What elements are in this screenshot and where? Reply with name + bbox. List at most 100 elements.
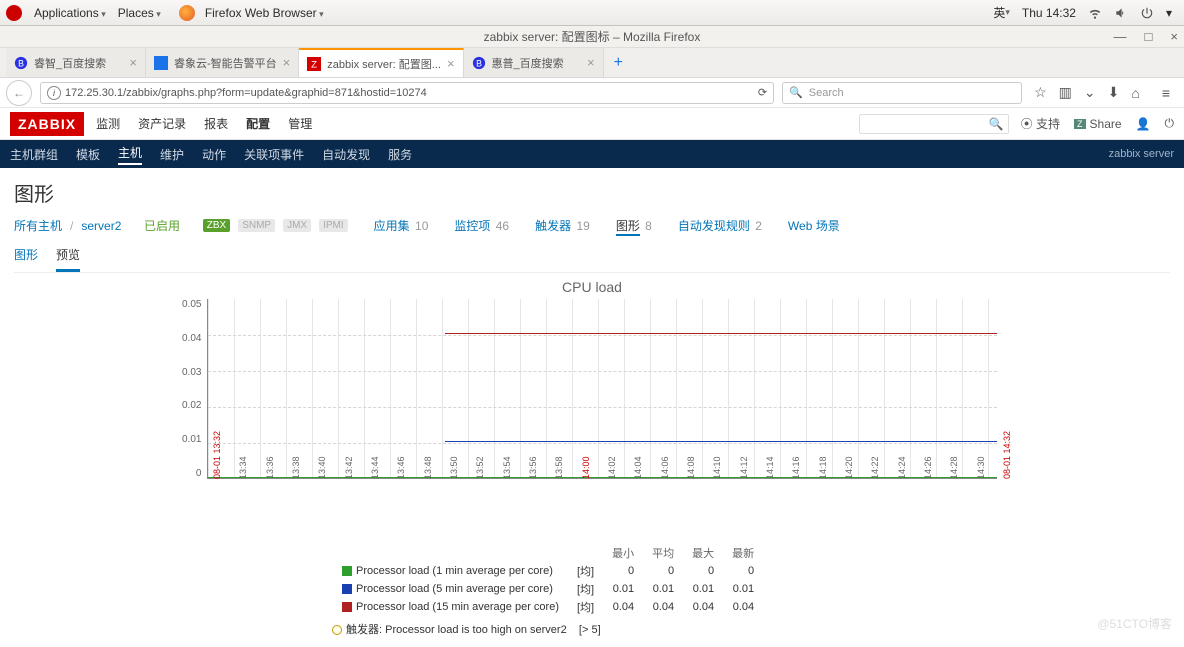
y-tick: 0 [196, 468, 202, 479]
url-text: 172.25.30.1/zabbix/graphs.php?form=updat… [65, 87, 427, 99]
input-lang[interactable]: 英 [987, 4, 1016, 21]
page-content: 图形 所有主机/server2 已启用 ZBXSNMPJMXIPMI 应用集 1… [0, 168, 1184, 647]
browser-tab[interactable]: 睿象云-智能告警平台 × [146, 48, 299, 77]
close-icon[interactable]: × [587, 55, 595, 70]
chart-plot-area [207, 299, 997, 479]
user-icon[interactable]: 👤 [1136, 117, 1151, 131]
y-tick: 0.03 [182, 367, 201, 378]
wifi-icon[interactable] [1082, 6, 1108, 20]
x-tick: 14:24 [897, 456, 907, 479]
x-tick: 08-01 14:32 [1002, 431, 1012, 479]
support-link[interactable]: ⦿ 支持 [1021, 115, 1060, 132]
volume-icon[interactable] [1108, 6, 1134, 20]
zabbix-sub-nav: 主机群组 模板 主机 维护 动作 关联项事件 自动发现 服务 zabbix server [0, 140, 1184, 168]
back-button[interactable]: ← [6, 80, 32, 106]
close-icon[interactable]: × [447, 56, 455, 71]
x-tick: 13:40 [317, 456, 327, 479]
interface-pill: JMX [283, 219, 311, 232]
tab-label: 睿象云-智能告警平台 [174, 55, 277, 71]
search-bar[interactable]: 🔍 Search [782, 82, 1022, 104]
chart-y-axis: 0.050.040.030.020.010 [182, 299, 207, 479]
chart-container: CPU load 0.050.040.030.020.010 08-01 13:… [182, 279, 1002, 637]
power-icon[interactable] [1134, 6, 1160, 20]
nav-item[interactable]: 监测 [96, 115, 120, 132]
subnav-item[interactable]: 关联项事件 [244, 146, 304, 163]
host-section-link[interactable]: 触发器 [535, 219, 571, 233]
x-tick: 13:42 [344, 456, 354, 479]
reload-icon[interactable]: ⟳ [758, 86, 767, 99]
chart-title: CPU load [182, 279, 1002, 295]
host-section-link[interactable]: Web 场景 [788, 219, 840, 233]
places-menu[interactable]: Places [112, 6, 167, 20]
active-app-menu[interactable]: Firefox Web Browser [199, 6, 330, 20]
host-section-link[interactable]: 图形 [616, 219, 640, 236]
legend-row: Processor load (1 min average per core)[… [334, 563, 762, 579]
crumb-all-hosts[interactable]: 所有主机 [14, 217, 62, 234]
host-section-link[interactable]: 应用集 [374, 219, 410, 233]
nav-item[interactable]: 配置 [246, 115, 270, 132]
x-tick: 14:14 [765, 456, 775, 479]
search-placeholder: Search [809, 87, 844, 99]
browser-tab[interactable]: B惠普_百度搜索× [464, 48, 604, 77]
menu-icon[interactable]: ≡ [1162, 85, 1170, 101]
zabbix-logo[interactable]: ZABBIX [10, 112, 84, 136]
y-tick: 0.02 [182, 400, 201, 411]
window-maximize-button[interactable]: □ [1145, 29, 1153, 44]
host-section-link[interactable]: 监控项 [454, 219, 490, 233]
site-info-icon[interactable]: i [47, 86, 61, 100]
x-tick: 14:22 [870, 456, 880, 479]
x-tick: 14:20 [844, 456, 854, 479]
series-line [445, 333, 997, 334]
window-minimize-button[interactable]: — [1114, 29, 1127, 44]
crumb-host[interactable]: server2 [81, 219, 121, 233]
close-icon[interactable]: × [283, 55, 291, 70]
subnav-item[interactable]: 动作 [202, 146, 226, 163]
window-close-button[interactable]: × [1170, 29, 1178, 44]
subnav-item[interactable]: 主机 [118, 144, 142, 165]
pocket-icon[interactable]: ⌄ [1084, 84, 1096, 101]
context-label: zabbix server [1109, 148, 1174, 160]
x-tick: 14:12 [739, 456, 749, 479]
share-link[interactable]: Share [1074, 117, 1122, 131]
browser-toolbar: ← i 172.25.30.1/zabbix/graphs.php?form=u… [0, 78, 1184, 108]
browser-tab[interactable]: B睿智_百度搜索× [6, 48, 146, 77]
zabbix-header: ZABBIX 监测 资产记录 报表 配置 管理 🔍 ⦿ 支持 Share 👤 ⏻ [0, 108, 1184, 140]
new-tab-button[interactable]: + [604, 48, 633, 77]
x-tick: 14:18 [818, 456, 828, 479]
library-icon[interactable]: ▥ [1059, 84, 1072, 101]
svg-text:B: B [476, 58, 482, 68]
x-tick: 13:38 [291, 456, 301, 479]
bookmark-star-icon[interactable]: ☆ [1034, 84, 1047, 101]
home-icon[interactable]: ⌂ [1131, 85, 1139, 101]
subnav-item[interactable]: 维护 [160, 146, 184, 163]
tab-label: zabbix server: 配置图... [327, 56, 441, 72]
clock: Thu 14:32 [1016, 6, 1082, 20]
url-bar[interactable]: i 172.25.30.1/zabbix/graphs.php?form=upd… [40, 82, 774, 104]
close-icon[interactable]: × [129, 55, 137, 70]
zabbix-search-input[interactable]: 🔍 [859, 114, 1009, 134]
tab-preview[interactable]: 预览 [56, 246, 80, 272]
graph-tabs: 图形 预览 [14, 246, 1170, 273]
legend-row: Processor load (5 min average per core)[… [334, 581, 762, 597]
chart-x-axis: 08-01 13:3213:3413:3613:3813:4013:4213:4… [212, 479, 1002, 539]
browser-tab[interactable]: Zzabbix server: 配置图...× [299, 48, 463, 77]
subnav-item[interactable]: 服务 [388, 146, 412, 163]
firefox-icon [179, 5, 195, 21]
tab-graph[interactable]: 图形 [14, 246, 38, 272]
nav-item[interactable]: 报表 [204, 115, 228, 132]
nav-item[interactable]: 管理 [288, 115, 312, 132]
chart-legend: 最小平均最大最新Processor load (1 min average pe… [332, 543, 1002, 637]
search-icon: 🔍 [989, 117, 1004, 131]
subnav-item[interactable]: 自动发现 [322, 146, 370, 163]
logout-icon[interactable]: ⏻ [1165, 116, 1175, 131]
host-section-link[interactable]: 自动发现规则 [678, 219, 750, 233]
subnav-item[interactable]: 模板 [76, 146, 100, 163]
subnav-item[interactable]: 主机群组 [10, 146, 58, 163]
expand-icon[interactable]: ▾ [1160, 6, 1178, 20]
tab-label: 睿智_百度搜索 [34, 55, 123, 71]
x-tick: 13:36 [265, 456, 275, 479]
nav-item[interactable]: 资产记录 [138, 115, 186, 132]
y-tick: 0.05 [182, 299, 201, 310]
applications-menu[interactable]: Applications [28, 6, 112, 20]
downloads-icon[interactable]: ⬇ [1108, 84, 1120, 101]
